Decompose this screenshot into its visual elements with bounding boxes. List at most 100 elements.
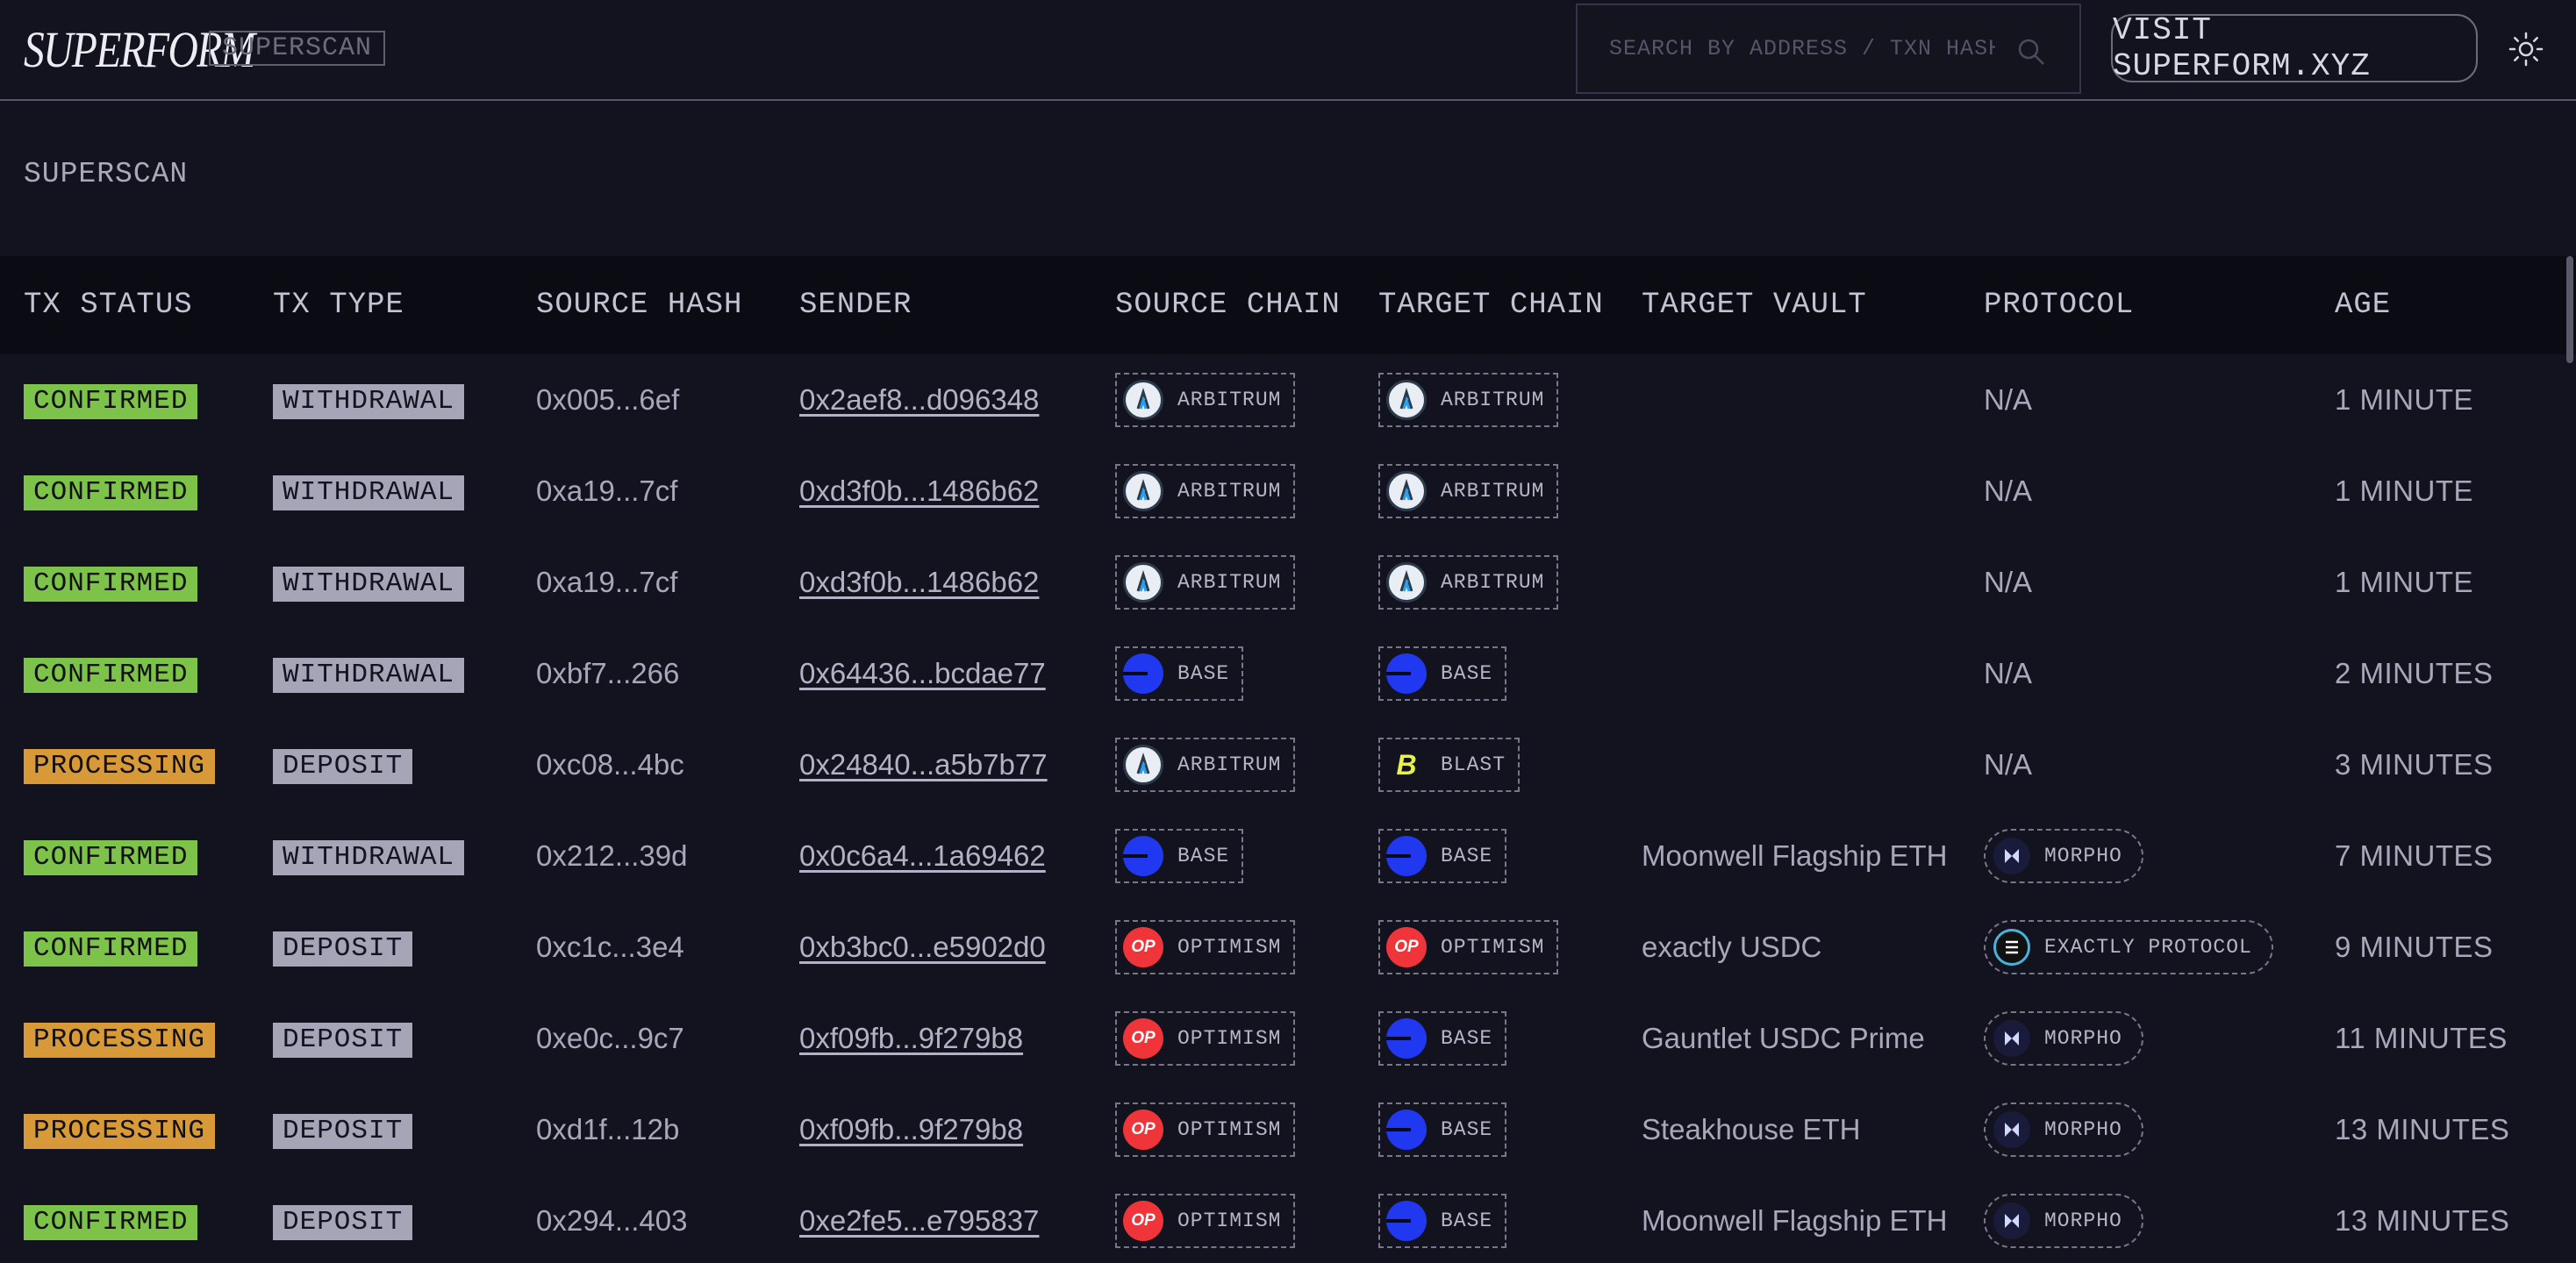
status-badge: CONFIRMED: [24, 475, 198, 510]
chain-name: ARBITRUM: [1441, 571, 1545, 594]
sender-link[interactable]: 0xf09fb...9f279b8: [799, 1113, 1024, 1145]
target-vault: exactly USDC: [1642, 931, 1822, 963]
optimism-logo-text: OP: [1131, 938, 1156, 956]
cell-source-chain: ARBITRUM: [1091, 537, 1355, 628]
cell-source-chain: BASE: [1091, 628, 1355, 719]
cell-status: CONFIRMED: [0, 902, 249, 993]
protocol-name: MORPHO: [2044, 1027, 2122, 1050]
source-chain-tag[interactable]: BASE: [1115, 646, 1244, 701]
cell-age: 3 MINUTES: [2311, 719, 2576, 810]
source-chain-tag[interactable]: BASE: [1115, 829, 1244, 883]
chain-name: ARBITRUM: [1177, 480, 1282, 503]
sender-link[interactable]: 0xd3f0b...1486b62: [799, 475, 1040, 507]
table-row[interactable]: CONFIRMED WITHDRAWAL 0xbf7...266 0x64436...…: [0, 628, 2576, 719]
source-chain-tag[interactable]: ARBITRUM: [1115, 373, 1296, 427]
sender-link[interactable]: 0xe2fe5...e795837: [799, 1204, 1040, 1237]
target-chain-tag[interactable]: BASE: [1378, 1102, 1507, 1157]
sender-link[interactable]: 0x0c6a4...1a69462: [799, 839, 1046, 872]
table-row[interactable]: CONFIRMED DEPOSIT 0xc1c...3e4 0xb3bc0...e59…: [0, 902, 2576, 993]
type-badge: WITHDRAWAL: [273, 839, 465, 875]
cell-status: PROCESSING: [0, 993, 249, 1084]
cell-protocol: N/A: [1960, 628, 2311, 719]
age: 7 MINUTES: [2335, 839, 2494, 872]
cell-target-vault: [1618, 446, 1960, 537]
column-header-sender: SENDER: [799, 289, 912, 322]
source-chain-tag[interactable]: ARBITRUM: [1115, 555, 1296, 610]
target-chain-tag[interactable]: OP OPTIMISM: [1378, 920, 1559, 974]
source-chain-tag[interactable]: ARBITRUM: [1115, 738, 1296, 792]
exactly-logo-icon: [1993, 929, 2030, 966]
superform-logo[interactable]: SUPERFORM: [24, 21, 255, 78]
table-row[interactable]: CONFIRMED WITHDRAWAL 0x005...6ef 0x2aef8...…: [0, 354, 2576, 446]
target-chain-tag[interactable]: ARBITRUM: [1378, 464, 1559, 518]
search-icon[interactable]: [2016, 37, 2046, 67]
table-row[interactable]: PROCESSING DEPOSIT 0xd1f...12b 0xf09fb...9f…: [0, 1084, 2576, 1175]
sender-link[interactable]: 0xf09fb...9f279b8: [799, 1022, 1024, 1054]
optimism-logo-text: OP: [1394, 938, 1419, 956]
source-hash: 0xe0c...9c7: [536, 1022, 684, 1054]
visit-superform-button[interactable]: VISIT SUPERFORM.XYZ: [2111, 12, 2478, 84]
chain-name: OPTIMISM: [1441, 936, 1545, 959]
cell-protocol: EXACTLY PROTOCOL: [1960, 902, 2311, 993]
sender-link[interactable]: 0x64436...bcdae77: [799, 657, 1046, 689]
source-chain-tag[interactable]: OP OPTIMISM: [1115, 1194, 1296, 1248]
column-header-source-hash: SOURCE HASH: [536, 289, 743, 322]
cell-age: 13 MINUTES: [2311, 1175, 2576, 1263]
protocol-tag[interactable]: MORPHO: [1984, 1011, 2143, 1066]
column-header-protocol: PROTOCOL: [1984, 289, 2135, 322]
table-row[interactable]: CONFIRMED WITHDRAWAL 0x212...39d 0x0c6a4...…: [0, 810, 2576, 902]
chain-name: BASE: [1441, 1027, 1493, 1050]
table-row[interactable]: CONFIRMED WITHDRAWAL 0xa19...7cf 0xd3f0b...…: [0, 446, 2576, 537]
source-chain-tag[interactable]: OP OPTIMISM: [1115, 1011, 1296, 1066]
protocol-tag[interactable]: MORPHO: [1984, 1102, 2143, 1157]
cell-status: CONFIRMED: [0, 537, 249, 628]
target-chain-tag[interactable]: ARBITRUM: [1378, 555, 1559, 610]
target-vault: Steakhouse ETH: [1642, 1113, 1861, 1145]
target-chain-tag[interactable]: B BLAST: [1378, 738, 1521, 792]
source-chain-tag[interactable]: OP OPTIMISM: [1115, 1102, 1296, 1157]
cell-target-chain: ARBITRUM: [1355, 446, 1618, 537]
chain-name: BASE: [1441, 845, 1493, 867]
target-chain-tag[interactable]: BASE: [1378, 1011, 1507, 1066]
source-chain-tag[interactable]: OP OPTIMISM: [1115, 920, 1296, 974]
sender-link[interactable]: 0x2aef8...d096348: [799, 383, 1040, 416]
base-logo-icon: [1386, 1018, 1427, 1059]
search-input[interactable]: [1607, 35, 1997, 62]
table-row[interactable]: PROCESSING DEPOSIT 0xc08...4bc 0x24840...a5…: [0, 719, 2576, 810]
cell-sender: 0xf09fb...9f279b8: [776, 993, 1091, 1084]
source-chain-tag[interactable]: ARBITRUM: [1115, 464, 1296, 518]
status-badge: CONFIRMED: [24, 657, 198, 693]
cell-status: CONFIRMED: [0, 354, 249, 446]
cell-target-vault: Moonwell Flagship ETH: [1618, 1175, 1960, 1263]
cell-target-vault: Gauntlet USDC Prime: [1618, 993, 1960, 1084]
type-badge: WITHDRAWAL: [273, 657, 465, 693]
superscan-tag: SUPERSCAN: [209, 31, 386, 66]
protocol-tag[interactable]: MORPHO: [1984, 829, 2143, 883]
protocol-name: MORPHO: [2044, 1209, 2122, 1232]
sun-icon[interactable]: [2508, 31, 2544, 68]
optimism-logo-icon: OP: [1123, 1201, 1163, 1241]
chain-name: BASE: [1441, 1209, 1493, 1232]
table-row[interactable]: PROCESSING DEPOSIT 0xe0c...9c7 0xf09fb...9f…: [0, 993, 2576, 1084]
protocol-na: N/A: [1984, 383, 2033, 416]
type-badge: WITHDRAWAL: [273, 383, 465, 419]
table-row[interactable]: CONFIRMED DEPOSIT 0x294...403 0xe2fe5...e79…: [0, 1175, 2576, 1263]
target-chain-tag[interactable]: BASE: [1378, 829, 1507, 883]
cell-age: 1 MINUTE: [2311, 537, 2576, 628]
transactions-table: TX STATUS TX TYPE SOURCE HASH SENDER SOURCE …: [0, 256, 2576, 1263]
source-hash: 0xd1f...12b: [536, 1113, 680, 1145]
table-row[interactable]: CONFIRMED WITHDRAWAL 0xa19...7cf 0xd3f0b...…: [0, 537, 2576, 628]
age: 9 MINUTES: [2335, 931, 2494, 963]
sender-link[interactable]: 0xb3bc0...e5902d0: [799, 931, 1046, 963]
protocol-tag[interactable]: MORPHO: [1984, 1194, 2143, 1248]
vertical-scrollbar[interactable]: [2566, 256, 2573, 363]
target-chain-tag[interactable]: BASE: [1378, 646, 1507, 701]
target-chain-tag[interactable]: BASE: [1378, 1194, 1507, 1248]
protocol-tag[interactable]: EXACTLY PROTOCOL: [1984, 920, 2273, 974]
chain-name: BLAST: [1441, 753, 1506, 776]
sender-link[interactable]: 0xd3f0b...1486b62: [799, 566, 1040, 598]
cell-target-chain: BASE: [1355, 1175, 1618, 1263]
sender-link[interactable]: 0x24840...a5b7b77: [799, 748, 1048, 781]
optimism-logo-icon: OP: [1386, 927, 1427, 967]
target-chain-tag[interactable]: ARBITRUM: [1378, 373, 1559, 427]
